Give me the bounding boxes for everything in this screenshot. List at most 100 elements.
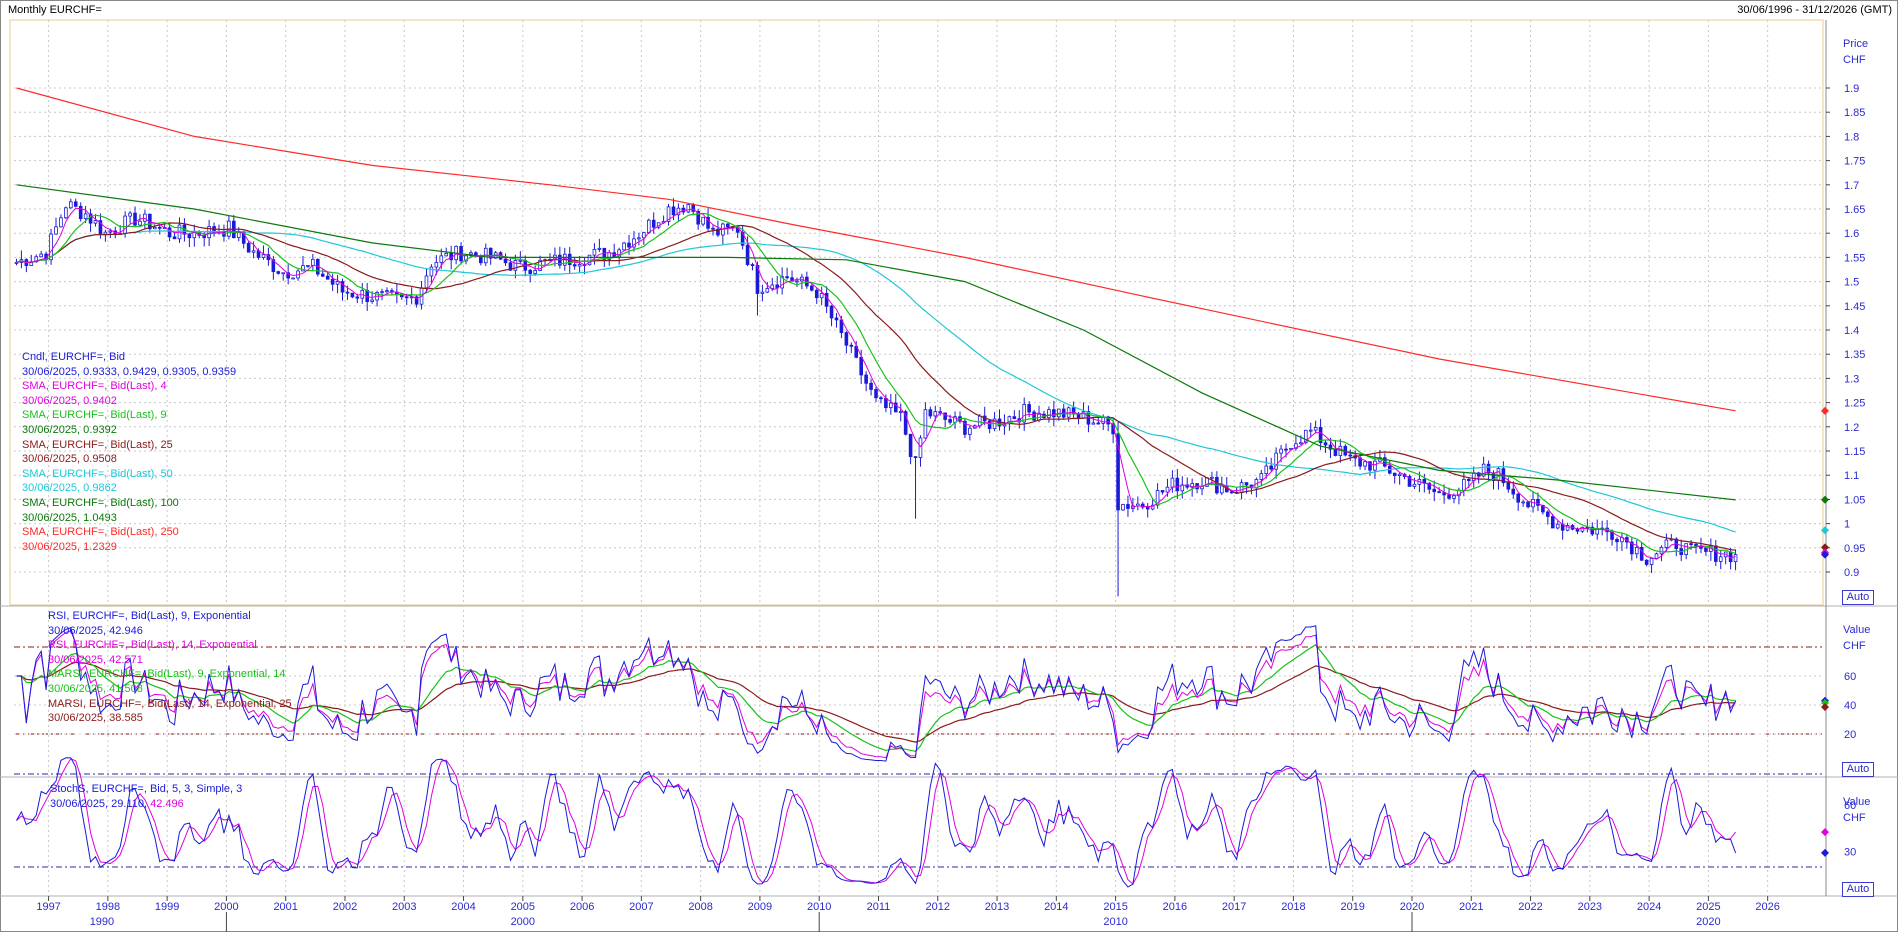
decade-label: 2010	[1103, 916, 1127, 928]
candle-body	[1630, 541, 1634, 555]
x-tick-label: 2014	[1044, 901, 1068, 913]
candle-body	[834, 317, 839, 321]
candle-body	[1363, 461, 1367, 467]
stoch-legend-date: 30/06/2025, 29.110,	[50, 797, 148, 810]
candle-body	[1229, 491, 1234, 494]
stoch-last-marker	[1821, 828, 1829, 837]
candle-body	[696, 211, 700, 225]
candle-body	[1106, 416, 1110, 425]
price-tick-label: 1.05	[1844, 494, 1865, 506]
candle-body	[429, 266, 434, 277]
candle-body	[251, 250, 256, 253]
candle-body	[1704, 547, 1708, 552]
candle-body	[1644, 559, 1649, 565]
rsi-legend-line: 30/06/2025, 42.571	[48, 653, 143, 666]
x-tick-label: 2001	[273, 901, 297, 913]
candle-body	[1565, 525, 1570, 531]
price-legend-line: SMA, EURCHF=, Bid(Last), 4	[22, 380, 167, 393]
x-tick-label: 2018	[1281, 901, 1305, 913]
candle-body	[143, 213, 147, 222]
price-tick-label: 1.45	[1844, 301, 1865, 313]
stoch-legend-name: StochS, EURCHF=, Bid, 5, 3, Simple, 3	[50, 783, 243, 795]
x-tick-label: 2007	[629, 901, 653, 913]
stoch-legend: StochS, EURCHF=, Bid, 5, 3, Simple, 3 30…	[50, 782, 242, 811]
candle-body	[893, 402, 898, 413]
price-legend-line: SMA, EURCHF=, Bid(Last), 100	[22, 496, 179, 509]
rsi9-line	[16, 625, 1737, 762]
candle-body	[632, 238, 636, 248]
candle-body	[301, 265, 305, 272]
candle-body	[701, 216, 705, 225]
candle-body	[1555, 523, 1560, 529]
candle-body	[666, 206, 671, 222]
candle-body	[138, 220, 142, 226]
candle-body	[785, 276, 789, 279]
stoch-auto-button[interactable]: Auto	[1842, 882, 1874, 897]
candle-body	[1452, 495, 1456, 499]
candle-body	[1718, 556, 1723, 562]
price-legend-line: Cndl, EURCHF=, Bid	[22, 351, 126, 363]
candle-body	[1116, 433, 1120, 511]
price-legend: Cndl, EURCHF=, Bid 30/06/2025, 0.9333, 0.…	[22, 350, 236, 554]
price-tick-label: 1.2	[1844, 422, 1859, 434]
candle-body	[39, 253, 43, 258]
candle-body	[133, 212, 137, 226]
candle-body	[676, 207, 681, 216]
price-tick-label: 1.15	[1844, 446, 1865, 458]
candle-body	[1150, 504, 1155, 510]
candle-body	[78, 205, 83, 219]
decade-label: 1990	[90, 916, 114, 928]
rsi14-line	[16, 630, 1737, 759]
candle-body	[587, 254, 592, 266]
price-legend-line: 30/06/2025, 0.9392	[22, 423, 117, 436]
rsi-last-marker	[1821, 698, 1829, 707]
x-tick-label: 2025	[1696, 901, 1720, 913]
x-tick-label: 2024	[1637, 901, 1661, 913]
candle-body	[1269, 465, 1274, 470]
rsi-last-marker	[1821, 703, 1829, 712]
x-tick-label: 2008	[688, 901, 712, 913]
rsi-axis-unit: CHF	[1843, 640, 1866, 652]
price-legend-line: SMA, EURCHF=, Bid(Last), 9	[22, 409, 167, 422]
marsi9-line	[16, 644, 1736, 752]
candle-body	[1580, 526, 1585, 532]
candle-body	[814, 289, 819, 299]
candle-body	[1713, 545, 1718, 562]
candle-body	[780, 276, 784, 289]
candle-body	[108, 230, 113, 233]
candle-body	[424, 275, 429, 289]
candle-body	[1333, 448, 1338, 456]
candle-body	[1437, 491, 1441, 494]
candle-body	[54, 226, 58, 235]
candle-body	[1299, 442, 1303, 445]
candle-body	[1590, 526, 1595, 535]
candle-body	[1476, 472, 1481, 477]
candle-body	[1259, 473, 1264, 480]
candle-body	[385, 290, 389, 293]
candle-body	[1526, 501, 1530, 508]
x-tick-label: 2026	[1755, 901, 1779, 913]
candle-body	[987, 420, 992, 430]
candle-body	[898, 411, 903, 413]
candle-body	[103, 231, 108, 235]
candle-body	[1575, 528, 1580, 532]
candle-body	[1481, 463, 1486, 477]
candle-body	[1022, 404, 1027, 423]
candle-body	[1368, 461, 1372, 471]
candle-body	[1432, 488, 1437, 493]
x-tick-label: 2000	[214, 901, 238, 913]
candle-body	[172, 236, 177, 240]
candle-body	[760, 291, 765, 294]
sma50-line	[16, 230, 1736, 533]
candle-body	[286, 272, 290, 279]
x-tick-label: 2021	[1459, 901, 1483, 913]
x-tick-label: 2019	[1340, 901, 1364, 913]
candle-body	[128, 212, 132, 217]
candle-body	[642, 232, 646, 239]
price-auto-button[interactable]: Auto	[1842, 590, 1874, 605]
candle-body	[1516, 493, 1520, 503]
rsi-auto-button[interactable]: Auto	[1842, 762, 1874, 777]
candle-body	[750, 264, 755, 266]
price-tick-label: 1.65	[1844, 204, 1865, 216]
candle-body	[439, 255, 444, 263]
